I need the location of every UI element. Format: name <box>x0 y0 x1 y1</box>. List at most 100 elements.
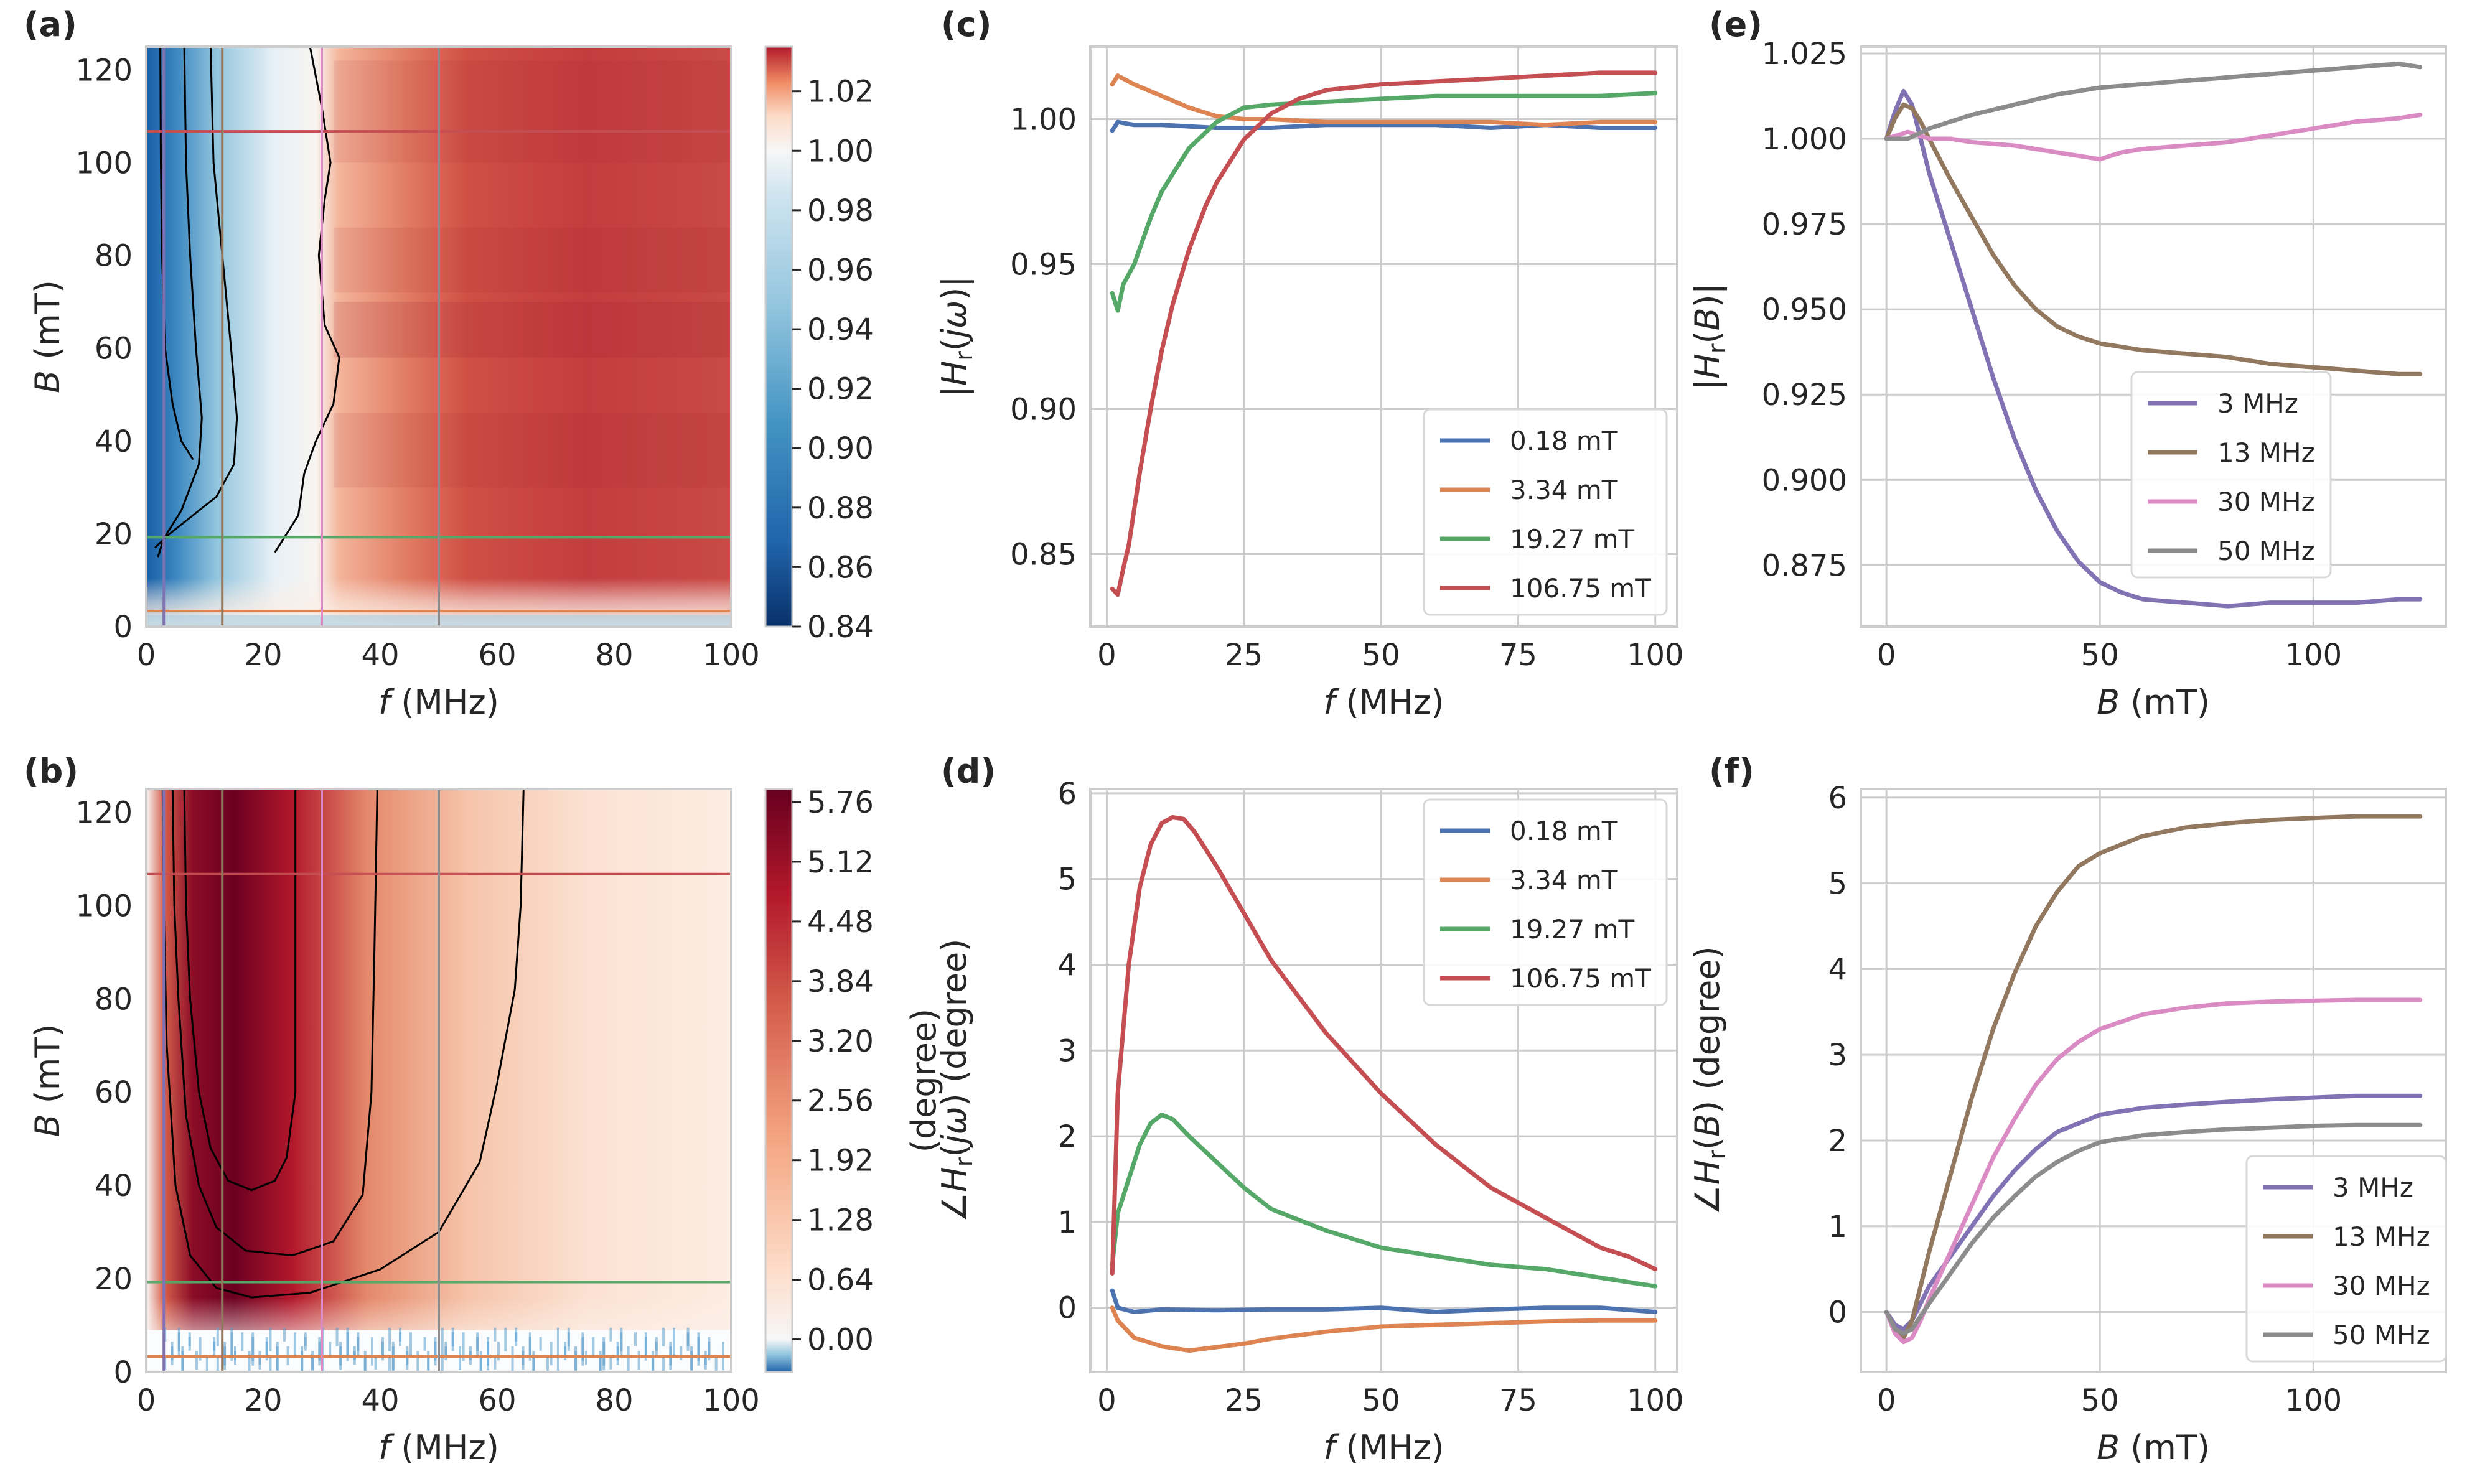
heatmap-noise <box>370 1337 373 1366</box>
x-axis-label: f (MHz) <box>1324 1428 1444 1467</box>
heatmap-noise <box>205 1355 208 1372</box>
panel-label: (d) <box>941 752 996 791</box>
colorbar-tick-label: 0.92 <box>807 372 874 407</box>
panel-label: (b) <box>24 752 78 791</box>
colorbar-tick-label: 0.98 <box>807 194 874 228</box>
series-line-3-mhz <box>1884 88 2423 609</box>
heatmap-noise <box>423 1337 426 1351</box>
y-tick-label: 0 <box>1828 1295 1847 1330</box>
heatmap-noise <box>458 1346 461 1370</box>
colorbar-tick-label: 0.86 <box>807 550 874 585</box>
y-axis-label: |Hr(jω)| <box>935 276 978 397</box>
x-tick-label: 100 <box>2285 638 2342 673</box>
heatmap-noise <box>704 1355 707 1370</box>
x-axis-label: f (MHz) <box>378 683 499 722</box>
y-axis-label-group: B (mT) <box>28 1024 67 1137</box>
legend-label: 50 MHz <box>2333 1320 2430 1350</box>
y-axis-label-group: |Hr(B)| <box>1688 283 1731 390</box>
contour-line <box>161 789 525 1299</box>
heatmap-noise <box>276 1346 279 1372</box>
heatmap-noise <box>585 1351 587 1365</box>
legend-label: 106.75 mT <box>1510 573 1651 604</box>
heatmap-noise <box>374 1355 377 1370</box>
heatmap-noise <box>441 1355 444 1372</box>
heatmap-noise <box>251 1337 255 1366</box>
x-axis-label-unit: (MHz) <box>390 1428 499 1467</box>
y-tick-label: 100 <box>75 889 133 923</box>
colorbar-tick-label: 0.00 <box>807 1323 874 1358</box>
heatmap-noise <box>258 1355 261 1370</box>
heatmap-noise <box>620 1332 623 1356</box>
y-tick-label: 20 <box>95 517 133 552</box>
legend-box <box>2245 1155 2447 1363</box>
y-tick-label: 3 <box>1057 1034 1077 1068</box>
panel-b: 0 20 40 60 80 100 0 20 40 60 80 100 120 f (MHz) B (mT)… <box>28 785 943 1467</box>
heatmap-noise <box>363 1355 367 1372</box>
y-tick-label: 40 <box>95 424 133 459</box>
legend-box <box>1423 408 1668 616</box>
x-axis-label: B (mT) <box>2097 1428 2210 1467</box>
x-axis-label-unit: (mT) <box>2120 683 2210 722</box>
heatmap-noise <box>269 1327 272 1351</box>
heatmap-noise <box>592 1337 595 1356</box>
heatmap-noise <box>177 1332 180 1356</box>
heatmap-noise <box>216 1355 219 1372</box>
heatmap-noise <box>216 1327 219 1346</box>
y-tick-label: 0 <box>113 610 133 645</box>
y-tick-label: 2 <box>1057 1119 1077 1154</box>
legend-label: 19.27 mT <box>1510 524 1635 554</box>
heatmap-noise <box>353 1351 356 1365</box>
heatmap-noise <box>476 1337 479 1356</box>
heatmap-noise <box>497 1342 500 1361</box>
series-line-13-mhz <box>1884 814 2423 1340</box>
heatmap-noise <box>652 1355 655 1372</box>
series-line-50-mhz <box>1884 61 2423 141</box>
x-axis-label-symbol: B <box>2097 683 2120 722</box>
panel-e: 0 50 100 0.875 0.900 0.925 0.950 0.975 1.000 1.02… <box>1688 37 2447 722</box>
y-tick-label: 0.875 <box>1762 548 1847 583</box>
y-tick-label: 0.90 <box>1010 393 1077 427</box>
legend-label: 50 MHz <box>2217 536 2315 566</box>
x-tick-label: 0 <box>1097 1383 1116 1418</box>
colorbar-tick-label: 1.02 <box>807 75 874 110</box>
heatmap-noise <box>269 1355 272 1372</box>
axes-frame <box>1089 788 1678 1373</box>
y-tick-label: 60 <box>95 332 133 366</box>
y-tick-label: 120 <box>75 53 133 88</box>
colorbar <box>764 788 793 1373</box>
heatmap-noise <box>388 1327 391 1351</box>
x-axis-label: f (MHz) <box>1324 683 1444 722</box>
axes-frame <box>145 45 732 628</box>
x-tick-label: 20 <box>244 638 282 673</box>
heatmap-noise <box>444 1346 447 1360</box>
heatmap-noise <box>504 1327 507 1351</box>
series-line-13-mhz <box>1884 102 2423 376</box>
series-line-3-34-mt <box>1110 1305 1658 1353</box>
x-tick-label: 80 <box>595 638 633 673</box>
axes-frame <box>1860 45 2447 628</box>
legend: 0.18 mT 3.34 mT 19.27 mT 106.75 mT <box>1423 408 1668 616</box>
heatmap-noise <box>181 1351 184 1372</box>
x-tick-label: 100 <box>1627 638 1684 673</box>
y-axis-label-group: B (mT) <box>28 280 67 393</box>
contour-line <box>157 47 203 558</box>
heatmap-noise <box>409 1332 412 1356</box>
heatmap-noise <box>644 1337 647 1361</box>
heatmap-noise <box>318 1342 321 1366</box>
colorbar <box>764 45 793 628</box>
colorbar-tick-label: 0.94 <box>807 312 874 347</box>
heatmap-noise <box>304 1337 307 1351</box>
y-tick-label: 80 <box>95 239 133 274</box>
heatmap-noise <box>627 1346 630 1372</box>
heatmap-noise <box>311 1355 314 1372</box>
heatmap-noise <box>199 1337 202 1361</box>
colorbar-tick-label: 2.56 <box>807 1084 874 1119</box>
x-tick-label: 0 <box>1097 638 1116 673</box>
legend: 0.18 mT 3.34 mT 19.27 mT 106.75 mT <box>1423 798 1668 1006</box>
y-axis-label: ∠Hr(jω) (degree) <box>935 939 978 1223</box>
heatmap-noise <box>391 1346 395 1372</box>
heatmap-noise <box>434 1342 437 1366</box>
legend-label: 30 MHz <box>2217 487 2315 517</box>
colorbar-tick-label: 1.92 <box>807 1144 874 1178</box>
heatmap-noise <box>248 1351 251 1372</box>
